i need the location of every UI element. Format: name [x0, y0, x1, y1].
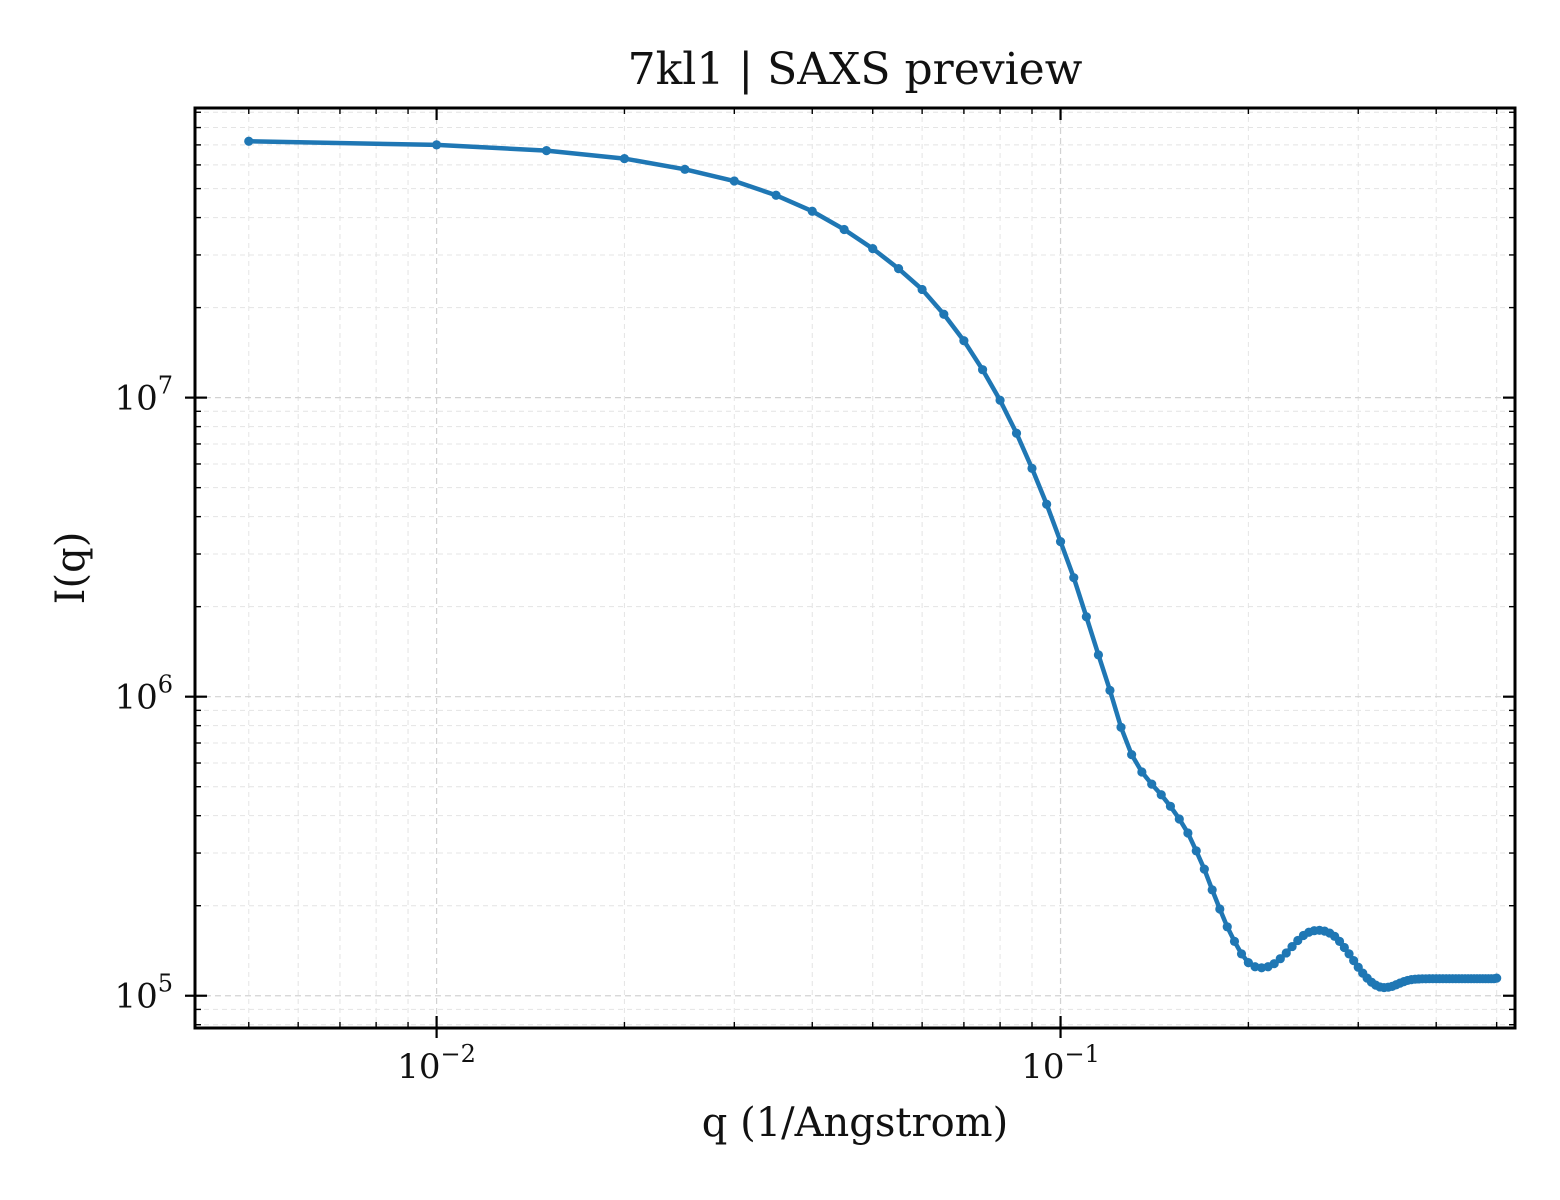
data-point: [1344, 949, 1354, 959]
chart-title: 7kl1 | SAXS preview: [628, 44, 1083, 95]
data-point: [680, 164, 690, 174]
data-point: [1156, 790, 1166, 800]
data-point: [1127, 750, 1137, 760]
y-tick-label: 106: [114, 671, 173, 718]
data-point: [1349, 956, 1359, 966]
data-point: [1281, 948, 1291, 958]
data-point: [1137, 767, 1147, 777]
data-point: [1339, 942, 1349, 953]
data-point: [1275, 954, 1285, 964]
data-point: [893, 264, 904, 274]
data-point: [995, 395, 1005, 405]
data-point: [1222, 922, 1232, 932]
data-point: [839, 224, 849, 235]
data-point: [917, 284, 927, 295]
data-point: [1105, 685, 1115, 695]
data-point: [1199, 864, 1209, 874]
data-point: [619, 153, 630, 164]
data-point: [1081, 612, 1091, 622]
data-point: [1093, 650, 1104, 660]
data-point: [1183, 828, 1193, 838]
series-layer: [244, 136, 1502, 993]
plot-frame: [193, 106, 1517, 1030]
minor-gridlines: [195, 108, 1515, 1028]
data-point: [977, 365, 988, 375]
data-point: [541, 145, 552, 156]
data-point: [1492, 973, 1502, 983]
data-point: [771, 190, 781, 200]
tick-labels: 10−2 10−1 105 106 107: [114, 372, 1099, 1087]
y-tick-label: 105: [114, 970, 173, 1017]
data-point: [1011, 428, 1022, 438]
data-point: [1042, 499, 1052, 509]
data-point: [1165, 801, 1176, 811]
data-point: [1116, 722, 1126, 732]
data-point: [1147, 779, 1157, 789]
data-point: [1055, 537, 1066, 547]
data-point: [1069, 573, 1079, 583]
major-gridlines: [195, 108, 1515, 1028]
data-point: [1287, 941, 1297, 952]
data-point: [1027, 463, 1037, 473]
data-point: [1243, 958, 1253, 968]
data-point: [432, 140, 442, 150]
data-point: [729, 176, 739, 186]
data-point: [1207, 885, 1217, 895]
x-tick-label: 10−2: [397, 1040, 476, 1087]
data-point: [1269, 959, 1279, 969]
data-point: [1191, 846, 1201, 856]
data-point: [1236, 949, 1247, 959]
data-point: [868, 244, 878, 254]
series-line: [246, 138, 1499, 990]
data-point: [959, 336, 969, 346]
data-point: [244, 136, 254, 146]
data-point: [1215, 904, 1225, 914]
x-tick-label: 10−1: [1021, 1040, 1100, 1087]
y-axis-label: I(q): [48, 532, 94, 605]
data-point: [1174, 814, 1184, 824]
y-tick-label: 107: [114, 372, 173, 419]
data-point: [1229, 936, 1240, 946]
axis-ticks: [185, 108, 1515, 1038]
data-point: [939, 309, 949, 319]
x-axis-label: q (1/Angstrom): [702, 1100, 1008, 1146]
data-point: [807, 206, 817, 216]
